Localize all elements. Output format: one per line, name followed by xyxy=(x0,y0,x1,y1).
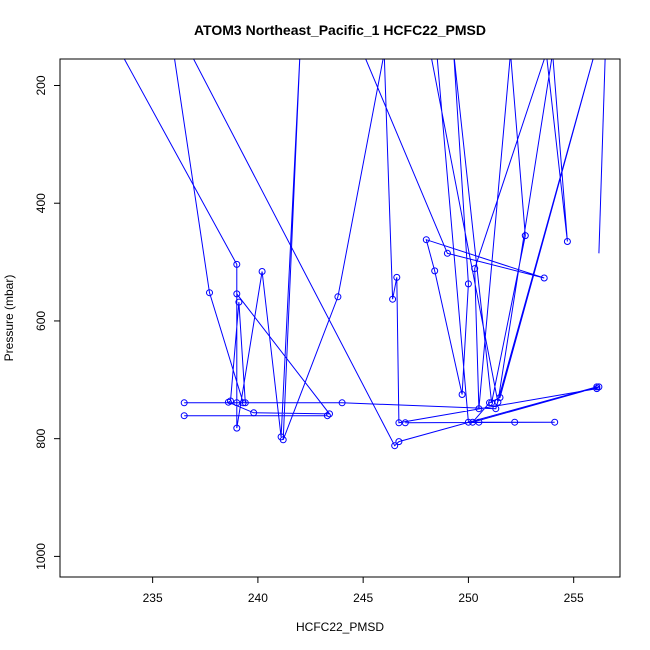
y-tick-label: 600 xyxy=(34,311,48,331)
data-point xyxy=(401,419,409,427)
data-point xyxy=(389,295,397,303)
y-tick-label: 1000 xyxy=(34,543,48,570)
data-point xyxy=(443,249,451,257)
data-point xyxy=(422,236,430,244)
y-axis: 200 400 600 800 1000 xyxy=(34,75,61,570)
data-point xyxy=(227,397,234,405)
x-tick-label: 245 xyxy=(353,591,373,605)
data-point xyxy=(235,298,243,306)
data-point xyxy=(551,418,559,426)
y-tick-label: 200 xyxy=(34,75,48,95)
plot-frame xyxy=(59,58,621,578)
data-point xyxy=(494,398,502,406)
x-axis: 235 240 245 250 255 xyxy=(143,576,584,605)
data-point xyxy=(206,289,213,297)
data-point xyxy=(486,399,493,407)
data-point xyxy=(511,418,519,426)
data-point xyxy=(464,418,472,426)
y-tick-label: 800 xyxy=(34,428,48,448)
data-point xyxy=(540,274,548,282)
data-point xyxy=(492,405,500,413)
data-point xyxy=(338,399,346,407)
series-layer xyxy=(123,59,606,450)
data-point xyxy=(239,399,247,407)
data-point xyxy=(233,290,241,298)
data-point xyxy=(279,436,287,444)
data-point xyxy=(180,412,188,420)
data-point xyxy=(458,391,466,398)
y-axis-label: Pressure (mbar) xyxy=(2,275,16,362)
x-tick-label: 250 xyxy=(458,591,478,605)
series-line-1 xyxy=(193,59,597,447)
x-tick-label: 240 xyxy=(248,591,268,605)
data-point xyxy=(521,232,529,240)
data-point xyxy=(258,268,266,275)
data-point xyxy=(471,265,479,273)
data-point xyxy=(593,383,601,391)
data-point xyxy=(475,405,483,413)
x-axis-label: HCFC22_PMSD xyxy=(296,620,384,634)
y-tick-label: 400 xyxy=(34,193,48,213)
series-line-3 xyxy=(598,59,606,254)
data-point xyxy=(393,273,401,281)
data-point xyxy=(241,399,249,407)
data-point xyxy=(391,442,399,450)
data-point xyxy=(334,293,342,301)
data-point xyxy=(464,280,472,288)
data-point xyxy=(326,410,333,418)
data-point xyxy=(233,260,241,268)
data-point xyxy=(233,424,241,432)
data-point xyxy=(431,267,439,275)
chart-title: ATOM3 Northeast_Pacific_1 HCFC22_PMSD xyxy=(194,22,486,38)
x-tick-label: 235 xyxy=(143,591,163,605)
data-point xyxy=(563,238,571,245)
data-point xyxy=(180,399,188,407)
data-point xyxy=(323,412,331,420)
series-line-0 xyxy=(123,59,600,440)
x-tick-label: 255 xyxy=(564,591,584,605)
data-point xyxy=(395,438,403,446)
